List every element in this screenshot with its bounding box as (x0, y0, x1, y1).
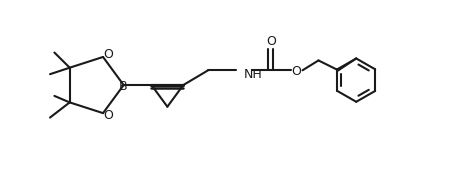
Text: O: O (103, 49, 113, 61)
Text: O: O (291, 65, 301, 78)
Text: NH: NH (243, 68, 262, 81)
Text: O: O (103, 109, 113, 122)
Text: O: O (265, 35, 275, 48)
Text: B: B (118, 80, 127, 93)
